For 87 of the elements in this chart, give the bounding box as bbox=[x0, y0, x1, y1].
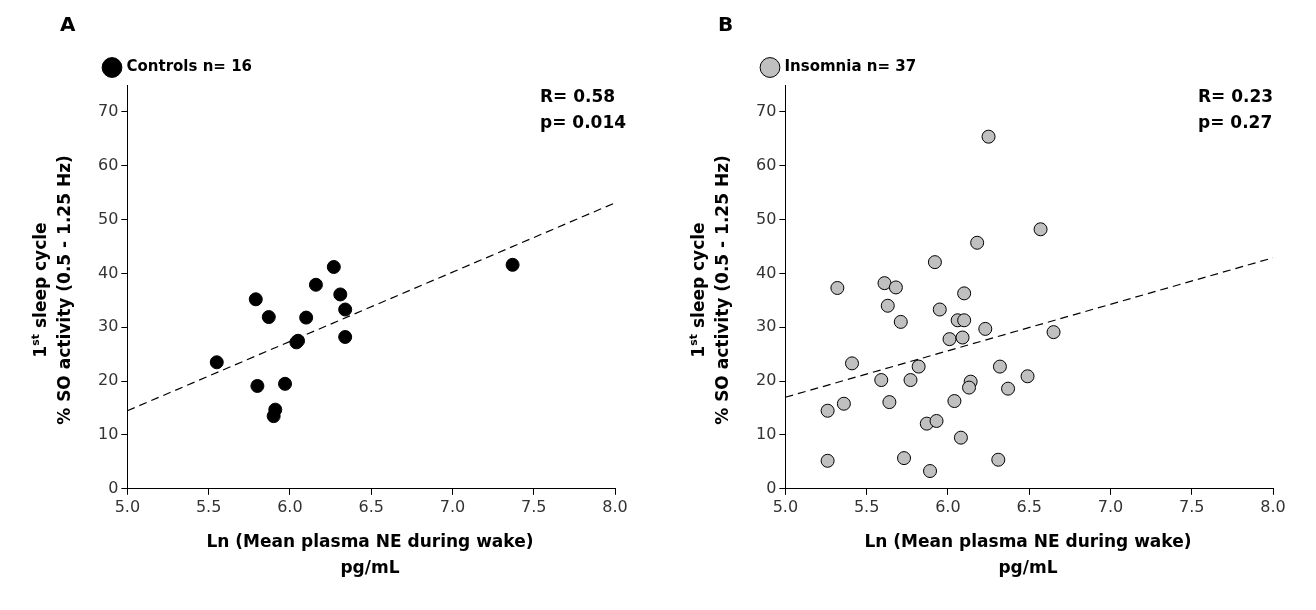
point bbox=[1033, 222, 1048, 237]
point bbox=[888, 280, 903, 295]
x-tick-label: 5.5 bbox=[195, 496, 222, 516]
x-tick-label: 6.5 bbox=[358, 496, 384, 516]
point bbox=[927, 255, 942, 270]
point bbox=[903, 373, 918, 388]
point bbox=[333, 287, 348, 302]
point bbox=[308, 277, 323, 292]
point bbox=[338, 302, 353, 317]
point bbox=[820, 403, 835, 418]
point bbox=[893, 314, 908, 329]
y-tick-label: 50 bbox=[756, 208, 777, 228]
point bbox=[1020, 369, 1035, 384]
point bbox=[836, 396, 851, 411]
point bbox=[962, 380, 977, 395]
point bbox=[897, 451, 912, 466]
annotation: R= 0.58 bbox=[540, 85, 616, 106]
annotation: R= 0.23 bbox=[1198, 85, 1274, 106]
y-tick-label: 40 bbox=[756, 262, 777, 282]
point bbox=[953, 430, 968, 445]
point bbox=[250, 378, 265, 393]
point bbox=[957, 313, 972, 328]
point bbox=[970, 235, 985, 250]
y-tick-label: 10 bbox=[756, 424, 777, 444]
point bbox=[978, 321, 993, 336]
point bbox=[947, 394, 962, 409]
point bbox=[880, 298, 895, 313]
y-tick-label: 0 bbox=[766, 477, 777, 497]
x-tick-label: 7.0 bbox=[439, 496, 466, 516]
x-tick-label: 5.0 bbox=[114, 496, 141, 516]
point bbox=[991, 452, 1006, 467]
point bbox=[338, 329, 353, 344]
point bbox=[882, 395, 897, 410]
y-tick-label: 10 bbox=[98, 424, 119, 444]
x-tick-label: 6.0 bbox=[935, 496, 961, 516]
y-tick-label: 60 bbox=[756, 154, 777, 174]
point bbox=[911, 359, 926, 374]
y-tick-label: 40 bbox=[98, 262, 119, 282]
x-tick-label: 5.0 bbox=[772, 496, 799, 516]
x-axis-title: Ln (Mean plasma NE during wake) pg/mL bbox=[205, 530, 535, 579]
x-tick-label: 8.0 bbox=[1260, 496, 1286, 516]
y-tick-label: 30 bbox=[98, 316, 119, 336]
point bbox=[923, 464, 938, 479]
x-tick-label: 7.5 bbox=[521, 496, 547, 516]
legend-label: Controls n= 16 bbox=[126, 57, 253, 76]
point bbox=[278, 376, 293, 391]
point bbox=[942, 332, 957, 347]
y-tick-label: 70 bbox=[98, 101, 119, 121]
x-axis-title: Ln (Mean plasma NE during wake) pg/mL bbox=[863, 530, 1193, 579]
x-tick-label: 6.0 bbox=[277, 496, 303, 516]
legend-label: Insomnia n= 37 bbox=[784, 57, 917, 76]
chart-title: B bbox=[718, 12, 734, 36]
x-tick-label: 7.5 bbox=[1179, 496, 1205, 516]
point bbox=[929, 413, 944, 428]
point bbox=[505, 257, 520, 272]
x-tick-label: 8.0 bbox=[602, 496, 628, 516]
y-tick-label: 20 bbox=[756, 370, 777, 390]
point bbox=[877, 276, 892, 291]
y-tick-label: 50 bbox=[98, 208, 119, 228]
annotation: p= 0.27 bbox=[1198, 111, 1273, 132]
point bbox=[261, 310, 276, 325]
point bbox=[955, 330, 970, 345]
point bbox=[830, 280, 845, 295]
annotation: p= 0.014 bbox=[540, 111, 627, 132]
point bbox=[248, 292, 263, 307]
point bbox=[957, 286, 972, 301]
y-tick-label: 20 bbox=[98, 370, 119, 390]
y-tick-label: 30 bbox=[756, 316, 777, 336]
point bbox=[981, 129, 996, 144]
point bbox=[874, 373, 889, 388]
point bbox=[845, 356, 859, 371]
point bbox=[1046, 325, 1061, 340]
point bbox=[299, 310, 314, 325]
y-tick-label: 60 bbox=[98, 154, 119, 174]
point bbox=[266, 409, 281, 424]
point bbox=[326, 259, 341, 274]
chart-title: A bbox=[60, 12, 76, 36]
x-tick-label: 5.5 bbox=[853, 496, 880, 516]
point bbox=[992, 359, 1007, 374]
point bbox=[820, 453, 835, 468]
point bbox=[209, 355, 224, 370]
point bbox=[932, 302, 947, 317]
x-tick-label: 7.0 bbox=[1097, 496, 1124, 516]
x-tick-label: 6.5 bbox=[1016, 496, 1042, 516]
y-tick-label: 70 bbox=[756, 101, 777, 121]
point bbox=[1001, 381, 1016, 396]
y-tick-label: 0 bbox=[108, 477, 119, 497]
